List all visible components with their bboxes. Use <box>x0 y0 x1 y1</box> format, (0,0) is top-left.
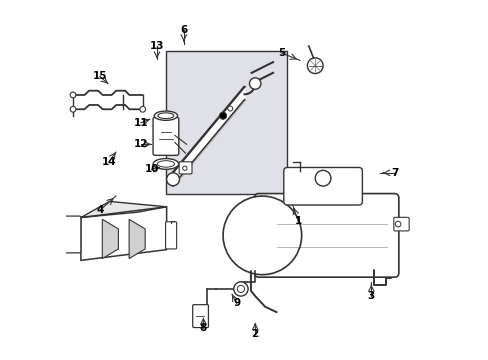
Ellipse shape <box>154 111 177 120</box>
Text: 3: 3 <box>367 291 374 301</box>
Circle shape <box>183 166 186 170</box>
FancyBboxPatch shape <box>165 51 287 194</box>
Circle shape <box>70 92 76 98</box>
Circle shape <box>249 78 261 89</box>
Circle shape <box>223 196 301 275</box>
FancyBboxPatch shape <box>64 216 81 253</box>
Circle shape <box>166 173 179 186</box>
Circle shape <box>227 106 232 111</box>
FancyBboxPatch shape <box>179 162 192 174</box>
FancyBboxPatch shape <box>153 117 179 156</box>
Text: 9: 9 <box>233 298 240 308</box>
Ellipse shape <box>153 158 179 169</box>
Circle shape <box>307 58 323 73</box>
Circle shape <box>140 107 145 112</box>
Text: 4: 4 <box>96 205 103 215</box>
Polygon shape <box>102 219 118 258</box>
Text: 6: 6 <box>180 25 187 35</box>
Ellipse shape <box>157 161 174 167</box>
Text: 13: 13 <box>149 41 164 51</box>
Text: 5: 5 <box>278 48 285 58</box>
Circle shape <box>233 282 247 296</box>
Ellipse shape <box>158 113 174 118</box>
Text: 15: 15 <box>92 71 107 81</box>
Text: 11: 11 <box>133 118 148 128</box>
Text: 10: 10 <box>144 164 159 174</box>
FancyBboxPatch shape <box>165 222 176 249</box>
Circle shape <box>394 221 400 227</box>
Circle shape <box>315 170 330 186</box>
Text: 12: 12 <box>133 139 148 149</box>
Polygon shape <box>129 219 145 258</box>
Text: 7: 7 <box>390 168 397 178</box>
Text: 14: 14 <box>101 157 116 167</box>
Text: 8: 8 <box>200 323 206 333</box>
Circle shape <box>219 112 226 119</box>
Polygon shape <box>81 207 166 260</box>
Circle shape <box>70 107 76 112</box>
FancyBboxPatch shape <box>283 167 362 205</box>
Polygon shape <box>81 202 166 217</box>
Text: 2: 2 <box>251 329 258 339</box>
FancyBboxPatch shape <box>393 217 408 231</box>
Text: 1: 1 <box>294 216 301 226</box>
FancyBboxPatch shape <box>254 194 398 277</box>
FancyBboxPatch shape <box>192 305 208 328</box>
Circle shape <box>237 285 244 293</box>
